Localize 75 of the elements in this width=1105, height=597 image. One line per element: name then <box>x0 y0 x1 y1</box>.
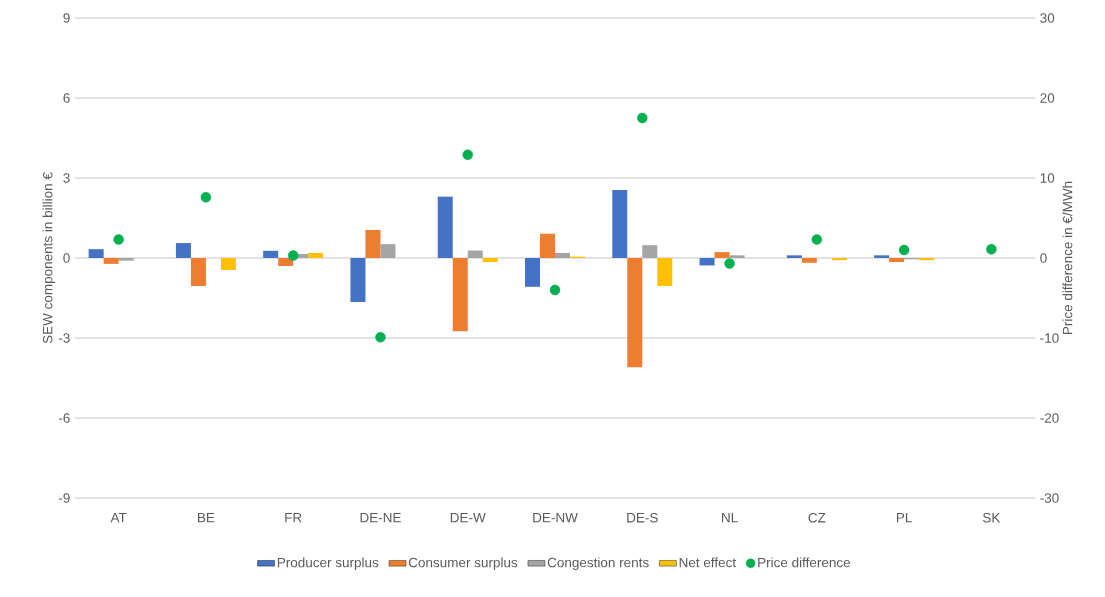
x-tick-label: PL <box>896 512 912 523</box>
y2-tick-label: 10 <box>1040 173 1055 183</box>
x-tick-label: AT <box>110 512 127 523</box>
bar <box>831 257 847 261</box>
bar <box>555 252 571 258</box>
point <box>287 250 299 261</box>
legend-label: Consumer surplus <box>408 557 518 570</box>
legend-label: Net effect <box>679 557 737 568</box>
bar <box>380 244 396 258</box>
y2-tick-label: 20 <box>1040 93 1055 103</box>
y2-tick-label: -30 <box>1040 493 1059 503</box>
x-tick-label: NL <box>722 512 738 523</box>
bar <box>729 255 745 258</box>
x-tick-label: BE <box>198 512 215 523</box>
bar <box>220 257 236 270</box>
y2-tick-label: -10 <box>1040 333 1059 343</box>
y2-tick-label: 30 <box>1040 13 1055 23</box>
legend-label: Congestion rents <box>547 557 649 570</box>
bar <box>627 257 643 368</box>
bar <box>482 257 498 262</box>
legend-label: Producer surplus <box>277 557 379 570</box>
bar <box>889 257 905 262</box>
bar <box>190 257 206 286</box>
bar <box>263 250 279 258</box>
x-tick-label: SK <box>982 512 1001 523</box>
x-tick-label: DE-W <box>450 512 486 523</box>
point <box>200 192 212 203</box>
bar <box>714 252 730 258</box>
bar <box>786 255 802 258</box>
point <box>113 234 124 245</box>
bar <box>612 189 628 258</box>
y-tick-label: 9 <box>63 13 70 23</box>
bar <box>467 250 483 258</box>
x-tick-label: DE-S <box>627 512 658 523</box>
y2-axis-title: Price difference in €/MWh <box>1062 181 1073 335</box>
y-tick-label: -9 <box>58 493 70 503</box>
y-tick-label: 3 <box>63 173 70 183</box>
bar <box>525 257 541 287</box>
bar <box>88 249 104 258</box>
point <box>811 234 823 245</box>
bar <box>103 257 119 264</box>
bar <box>437 196 453 258</box>
bar <box>699 257 715 266</box>
bar <box>540 233 556 258</box>
point <box>986 244 997 255</box>
point <box>375 332 386 343</box>
x-tick-label: FR <box>285 512 302 523</box>
point <box>549 284 561 296</box>
point <box>724 258 735 269</box>
x-tick-label: DE-NW <box>533 512 578 523</box>
bar <box>175 243 191 258</box>
bar <box>657 257 673 286</box>
bar <box>452 257 468 332</box>
point <box>462 149 473 160</box>
x-tick-label: CZ <box>808 512 826 523</box>
point <box>898 244 910 256</box>
bar <box>801 257 817 263</box>
y2-tick-label: 0 <box>1040 253 1047 263</box>
y-tick-label: -3 <box>58 333 70 343</box>
y-axis-title: SEW components in billion € <box>42 172 56 344</box>
bar <box>350 257 366 302</box>
bar <box>278 257 294 266</box>
y-tick-label: 6 <box>63 93 70 103</box>
legend-label: Price difference <box>758 557 851 568</box>
bar <box>118 257 134 261</box>
y-tick-label: 0 <box>63 253 70 263</box>
y2-tick-label: -20 <box>1040 413 1059 423</box>
bar <box>919 257 935 261</box>
bar <box>874 255 890 258</box>
bar <box>365 229 381 258</box>
y-tick-label: -6 <box>58 413 70 423</box>
bar <box>642 245 658 258</box>
bar <box>308 252 324 258</box>
point <box>637 112 648 124</box>
x-tick-label: DE-NE <box>360 512 401 523</box>
